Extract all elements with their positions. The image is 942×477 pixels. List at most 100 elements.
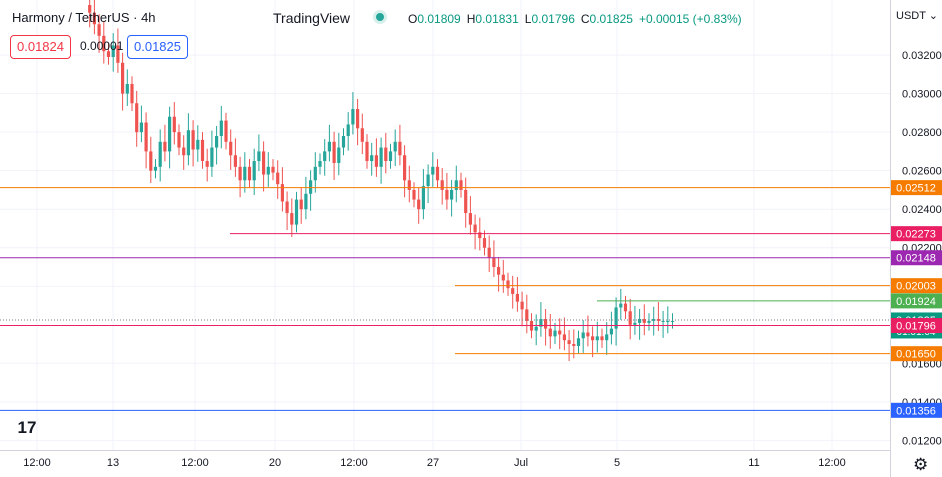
candle-body [280, 184, 284, 202]
candle-body [172, 116, 176, 133]
buy-button[interactable]: 0.01825 [127, 35, 188, 59]
symbol-title[interactable]: Harmony / TetherUS · 4h [12, 10, 156, 25]
candle-body [158, 141, 162, 167]
candle-body [661, 320, 665, 322]
candle-body [591, 336, 595, 341]
y-tick-label: 0.03000 [902, 89, 942, 101]
ohlc-value: 0.01796 [531, 12, 575, 26]
candle-body [506, 280, 510, 289]
candle-body [370, 155, 374, 162]
candle-body [417, 199, 421, 210]
price-label-tag [891, 318, 942, 334]
candle-body [454, 180, 458, 190]
currency-selector[interactable]: USDT ⌄ [896, 10, 939, 22]
candle-body [623, 303, 628, 312]
candle-body [435, 166, 440, 181]
x-tick-label: 11 [748, 457, 759, 469]
candle-body [445, 189, 449, 200]
candle-body [426, 174, 430, 187]
x-tick-label: 12:00 [340, 457, 368, 469]
candle-body [332, 141, 336, 163]
candle-body [135, 103, 139, 133]
candle-body [586, 332, 590, 337]
tradingview-logo-icon[interactable]: 17 [17, 418, 37, 437]
x-tick-label: 20 [269, 457, 281, 469]
ohlc-key: H [466, 12, 476, 26]
candle-body [374, 155, 378, 167]
candle-body [487, 247, 491, 258]
ohlc-value: +0.00015 (+0.83%) [638, 12, 742, 26]
candle-body [97, 24, 101, 36]
price-label-tag [891, 346, 942, 362]
x-tick-label: 12:00 [23, 457, 51, 469]
candle-body [299, 199, 303, 210]
candle-body [210, 147, 214, 167]
candle-body [379, 147, 383, 167]
candle-body [215, 135, 219, 148]
candle-body [421, 186, 425, 210]
candle-body [92, 12, 96, 25]
candle-body [168, 116, 172, 152]
candle-body [219, 120, 223, 136]
candle-body [548, 328, 552, 337]
candle-body [459, 180, 463, 190]
candle-body [177, 132, 181, 148]
candle-body [638, 319, 642, 323]
ohlc-key: C [580, 12, 590, 26]
candle-body [346, 124, 350, 136]
candle-body [567, 340, 571, 345]
price-label-text: 0.02003 [896, 281, 936, 293]
candle-body [544, 319, 548, 329]
candle-body [393, 141, 397, 152]
candle-body [111, 45, 115, 58]
candle-body [229, 141, 233, 156]
y-tick-label: 0.02600 [902, 166, 942, 178]
candle-body [196, 139, 200, 150]
price-label-text: 0.01356 [896, 405, 936, 417]
candle-body [139, 122, 143, 133]
y-tick-label: 0.02400 [902, 204, 942, 216]
candle-body [262, 151, 266, 175]
candle-body [398, 141, 402, 156]
candle-body [125, 83, 129, 94]
gear-icon[interactable]: ⚙ [913, 455, 929, 474]
candle-body [205, 161, 209, 167]
candle-body [468, 213, 472, 225]
candle-body [238, 166, 242, 181]
candle-body [652, 319, 656, 321]
candle-body [323, 151, 327, 162]
candle-body [102, 35, 106, 52]
candle-body [600, 336, 604, 341]
candle-body [464, 189, 468, 214]
candle-body [356, 109, 360, 129]
y-tick-label: 0.03200 [902, 50, 942, 62]
candle-body [318, 161, 322, 167]
candle-body [647, 320, 651, 323]
candle-body [492, 257, 496, 267]
candle-body [407, 180, 411, 190]
spread-value: 0.00001 [80, 39, 124, 53]
candle-body [403, 155, 407, 181]
ohlc-key: L [524, 12, 532, 26]
candle-body [576, 338, 581, 346]
candle-body [106, 51, 111, 58]
candle-body [304, 193, 308, 210]
ohlc-legend: O0.01809 H0.01831 L0.01796 C0.01825 +0.00015… [408, 12, 748, 26]
price-label-tag [891, 250, 942, 266]
candle-body [478, 232, 482, 239]
candle-body [257, 151, 261, 162]
candle-body [501, 274, 505, 281]
x-tick-label: Jul [514, 457, 528, 469]
candle-body [412, 189, 416, 200]
candle-body [313, 166, 317, 181]
candle-body [224, 120, 228, 142]
candle-body [252, 161, 256, 181]
candle-body [656, 319, 660, 321]
y-tick-label: 0.01200 [902, 435, 942, 447]
candle-body [243, 166, 247, 181]
candle-body [609, 328, 613, 335]
sell-button[interactable]: 0.01824 [10, 35, 71, 59]
candle-body [149, 151, 153, 171]
price-label-tag [891, 402, 942, 418]
